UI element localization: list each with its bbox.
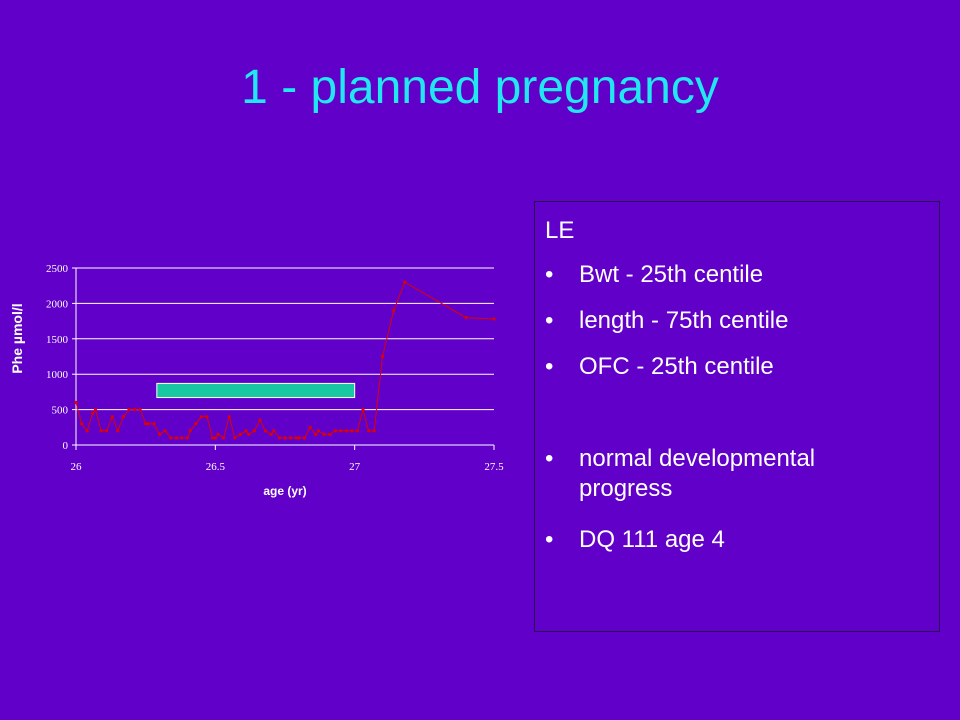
data-point: [252, 429, 256, 433]
y-tick-label: 1000: [46, 369, 69, 381]
x-tick-label: 27.5: [484, 461, 504, 473]
data-point: [199, 415, 203, 419]
data-point: [355, 429, 360, 433]
y-axis-label: Phe µmol/l: [9, 303, 25, 373]
data-point: [272, 429, 276, 433]
data-point: [152, 422, 156, 426]
data-point: [210, 436, 215, 440]
target-range-bar: [156, 382, 356, 399]
data-point: [361, 408, 365, 412]
data-point: [350, 429, 354, 433]
data-point: [169, 436, 173, 440]
data-point: [288, 436, 293, 440]
data-point: [93, 408, 98, 412]
data-point: [277, 436, 282, 440]
data-point: [380, 354, 385, 359]
data-point: [372, 429, 376, 433]
data-point: [344, 429, 348, 433]
data-point: [294, 436, 298, 440]
x-tick-label: 27: [349, 461, 361, 473]
bullet-dot: •: [545, 445, 554, 472]
data-point: [185, 436, 190, 440]
x-tick-label: 26: [71, 461, 83, 473]
y-tick-label: 500: [52, 405, 69, 417]
data-point: [99, 429, 103, 433]
data-point: [333, 429, 337, 433]
data-point: [316, 429, 321, 433]
data-point: [116, 429, 120, 433]
data-point: [258, 418, 262, 422]
data-point: [91, 411, 95, 415]
phe-age-chart: 0 500 1000 1500 2000 2500 26 26.5 27 27.5 age (yr)…: [0, 250, 520, 510]
data-point: [492, 317, 496, 321]
data-point: [105, 429, 109, 433]
data-point: [138, 408, 142, 412]
x-axis-label: age (yr): [263, 484, 306, 498]
data-point: [216, 432, 220, 436]
phe-series-line: [75, 281, 495, 439]
data-point: [158, 432, 162, 436]
data-point: [180, 436, 184, 440]
data-point: [233, 436, 237, 440]
data-point: [327, 432, 332, 436]
data-point: [367, 429, 371, 433]
data-point: [110, 415, 114, 419]
bullet-dot: •: [545, 261, 554, 288]
data-point: [283, 436, 287, 440]
data-point: [227, 415, 231, 419]
data-point: [403, 280, 407, 284]
data-point: [85, 429, 89, 433]
bullet-text: OFC - 25th centile: [579, 353, 774, 380]
y-tick-label: 0: [63, 440, 69, 452]
data-point: [297, 436, 301, 440]
data-point: [127, 408, 131, 412]
data-point: [163, 429, 167, 433]
data-point: [302, 436, 307, 440]
data-point: [464, 315, 468, 320]
slide-title: 1 - planned pregnancy: [241, 61, 719, 114]
data-point: [121, 415, 125, 419]
data-point: [339, 429, 343, 433]
data-point: [263, 429, 268, 433]
bullet-text: DQ 111 age 4: [579, 526, 725, 553]
data-point: [238, 432, 243, 436]
data-point: [244, 429, 248, 433]
data-point: [79, 422, 84, 426]
data-point: [308, 425, 312, 429]
bullet-text: normal developmental progress: [579, 445, 816, 502]
data-point: [222, 436, 226, 440]
bullet-dot: •: [545, 307, 554, 334]
y-tick-label: 2000: [46, 298, 69, 310]
data-point: [269, 432, 273, 436]
data-point: [174, 436, 178, 440]
data-point: [194, 422, 198, 426]
data-point: [132, 408, 137, 412]
data-point: [144, 422, 148, 426]
box-header: LE: [545, 217, 575, 244]
data-point: [392, 308, 396, 313]
bullet-dot: •: [545, 526, 554, 553]
data-point: [205, 415, 209, 419]
data-point: [188, 429, 192, 433]
y-tick-label: 1500: [46, 334, 69, 346]
data-point: [74, 400, 78, 405]
data-point: [314, 432, 318, 436]
bullet-text: Bwt - 25th centile: [579, 261, 764, 288]
data-point: [146, 422, 151, 426]
x-tick-label: 26.5: [206, 461, 226, 473]
bullet-text: length - 75th centile: [579, 307, 789, 334]
chart-svg: 0 500 1000 1500 2000 2500 26 26.5 27 27.5 age (yr)…: [9, 263, 504, 498]
data-point: [213, 436, 217, 440]
data-point: [247, 432, 251, 436]
y-tick-label: 2500: [46, 263, 69, 275]
bullet-dot: •: [545, 353, 554, 380]
info-box: LE • Bwt - 25th centile • length - 75th …: [534, 201, 940, 632]
data-point: [322, 432, 326, 436]
